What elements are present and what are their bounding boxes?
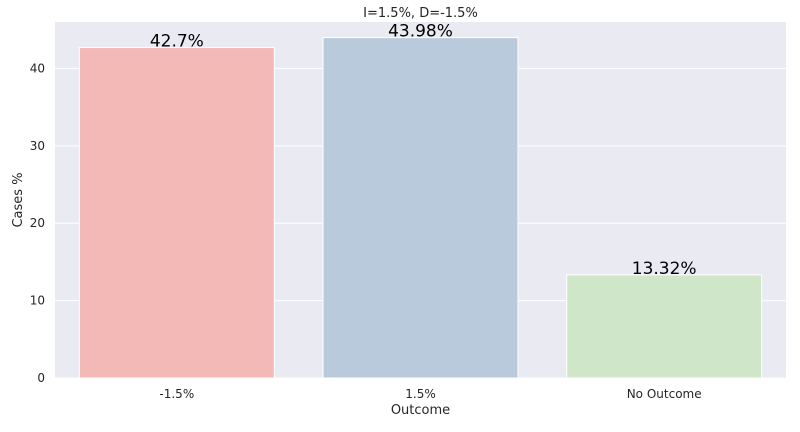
y-tick-label: 30 [30, 139, 45, 153]
y-tick-label: 10 [30, 294, 45, 308]
y-tick-label: 20 [30, 216, 45, 230]
y-axis-label: Cases % [11, 172, 26, 227]
data-label: 43.98% [388, 22, 453, 42]
y-tick-label: 0 [37, 371, 45, 385]
bar [322, 37, 519, 379]
x-tick-label: 1.5% [405, 387, 436, 401]
bar [566, 274, 763, 379]
y-tick-label: 40 [30, 61, 45, 75]
data-label: 42.7% [150, 32, 204, 52]
data-label: 13.32% [632, 259, 697, 279]
bars [78, 37, 763, 379]
bar [78, 47, 275, 379]
x-axis-ticks: -1.5% 1.5% No Outcome [159, 387, 701, 401]
chart-title: I=1.5%, D=-1.5% [363, 6, 478, 21]
x-tick-label: -1.5% [159, 387, 194, 401]
y-axis-ticks: 0 10 20 30 40 [30, 61, 45, 385]
data-labels: 42.7% 43.98% 13.32% [150, 22, 697, 279]
x-tick-label: No Outcome [627, 387, 702, 401]
x-axis-label: Outcome [391, 403, 450, 418]
